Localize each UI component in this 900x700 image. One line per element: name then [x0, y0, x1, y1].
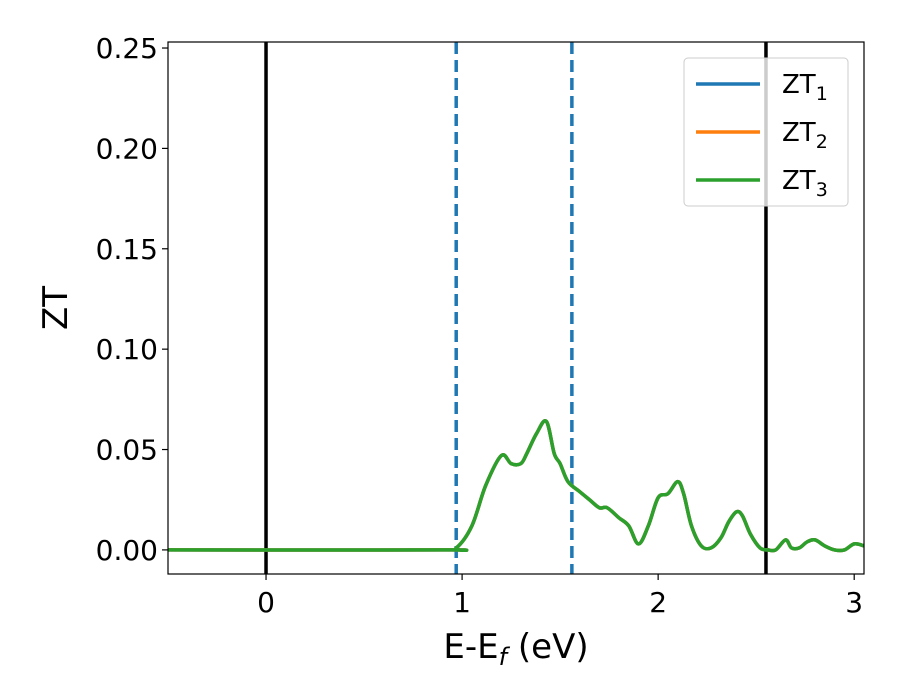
x-tick-label: 1: [453, 586, 471, 619]
plot-frame: [167, 41, 865, 575]
legend-label-zt2: ZT2: [782, 118, 828, 153]
legend-box: [683, 57, 849, 207]
y-tick-label: 0.05: [96, 434, 158, 467]
legend: ZT1 ZT2 ZT3: [683, 57, 849, 207]
series-line-zt1: [168, 419, 864, 553]
y-tick-label: 0.25: [96, 32, 158, 65]
y-tick-label: 0.15: [96, 233, 158, 266]
legend-label-zt1: ZT1: [782, 70, 828, 105]
series-group: [168, 419, 864, 553]
x-axis-ticks: 0 1 2 3: [257, 574, 863, 619]
x-tick-label: 0: [257, 586, 275, 619]
y-axis-ticks: 0.00 0.05 0.10 0.15 0.20 0.25: [96, 32, 168, 567]
legend-label-zt3: ZT3: [782, 166, 828, 201]
series-line-zt3: [168, 419, 864, 553]
x-axis-label: E-Ef (eV): [443, 627, 588, 671]
y-axis-label: ZT: [36, 286, 76, 330]
x-tick-label: 3: [845, 586, 863, 619]
x-tick-label: 2: [649, 586, 667, 619]
y-tick-label: 0.20: [96, 132, 158, 165]
y-tick-label: 0.10: [96, 333, 158, 366]
series-line-zt2: [168, 419, 864, 553]
y-tick-label: 0.00: [96, 534, 158, 567]
